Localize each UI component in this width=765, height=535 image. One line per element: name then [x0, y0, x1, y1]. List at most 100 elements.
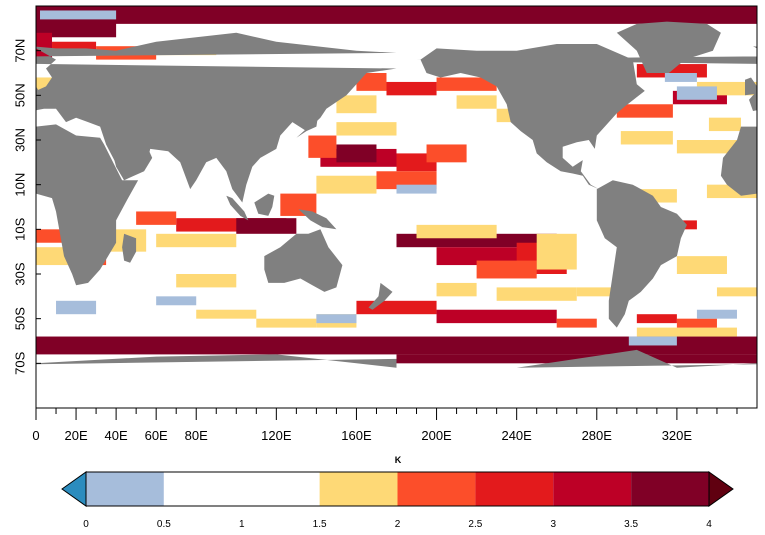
lon-label: 200E — [421, 428, 452, 443]
colorbar-bin — [163, 472, 242, 506]
anomaly-cell — [436, 309, 557, 324]
map-panel: 70N 50N 30N 10N 10S 30S 50S 70S 0 20E 40E 60E 80E 12… — [12, 5, 758, 443]
landmass-arabia-ext — [108, 135, 153, 181]
anomaly-cell — [620, 131, 673, 145]
anomaly-cell — [696, 309, 737, 319]
latitude-ticks: 70N 50N 30N 10N 10S 30S 50S 70S — [12, 39, 41, 375]
anomaly-cell — [476, 260, 537, 279]
lon-label: 20E — [64, 428, 87, 443]
anomaly-cell — [280, 193, 317, 216]
anomaly-cell — [316, 175, 377, 194]
landmass-greenland — [616, 21, 721, 74]
colorbar-low-arrow — [61, 471, 87, 507]
landmass-antarctica — [516, 349, 757, 368]
lat-label: 30S — [12, 262, 27, 285]
anomaly-cell — [628, 336, 677, 346]
landmass-sa — [596, 180, 687, 328]
anomaly-cell — [316, 314, 357, 324]
landmass-africa — [36, 124, 139, 286]
anomaly-cell — [676, 256, 727, 274]
anomaly-cell — [396, 184, 437, 194]
lat-label: 30N — [12, 128, 27, 152]
colorbar: K 0 0.5 1 1.5 2 2.5 3 3.5 4 — [61, 455, 734, 530]
anomaly-cell — [708, 117, 741, 132]
anomaly-cell — [496, 287, 577, 301]
colorbar-tick-label: 3.5 — [624, 519, 638, 530]
lon-label: 280E — [582, 428, 613, 443]
anomaly-cell — [676, 86, 717, 100]
colorbar-tick-label: 2.5 — [468, 519, 482, 530]
landmass-antarctica — [36, 354, 397, 408]
anomaly-cell — [136, 211, 177, 225]
lat-label: 10S — [12, 217, 27, 240]
anomaly-cell — [36, 6, 757, 24]
anomaly-cell — [336, 122, 397, 136]
colorbar-tick-label: 0 — [83, 519, 89, 530]
lat-label: 10N — [12, 173, 27, 197]
anomaly-cell — [576, 287, 617, 297]
colorbar-bin — [319, 472, 398, 506]
colorbar-bins — [61, 471, 734, 507]
landmass-sumatra — [226, 195, 249, 221]
colorbar-bin — [397, 472, 476, 506]
landmass-japan — [296, 106, 325, 138]
land-layer — [36, 21, 757, 408]
anomaly-cell — [436, 77, 497, 91]
anomaly-cell — [156, 233, 237, 248]
colorbar-tick-labels: 0 0.5 1 1.5 2 2.5 3 3.5 4 — [83, 519, 712, 530]
colorbar-tick-label: 4 — [706, 519, 712, 530]
anomaly-cell — [636, 314, 677, 324]
colorbar-tick-label: 0.5 — [157, 519, 171, 530]
colorbar-bin — [553, 472, 632, 506]
anomaly-cell — [676, 140, 737, 154]
anomaly-cell — [416, 224, 497, 239]
colorbar-bin — [475, 472, 554, 506]
anomaly-cell — [386, 81, 437, 96]
anomaly-cell — [376, 171, 437, 190]
lon-label: 40E — [105, 428, 128, 443]
anomaly-cell — [636, 327, 737, 337]
anomaly-cell — [336, 95, 377, 114]
anomaly-cell — [308, 135, 337, 158]
colorbar-tick-label: 2 — [395, 519, 401, 530]
lon-label: 160E — [341, 428, 372, 443]
landmass-borneo — [254, 193, 275, 216]
anomaly-cell — [40, 10, 117, 20]
anomaly-cell — [256, 318, 317, 328]
anomaly-cell — [36, 336, 757, 355]
landmass-na — [420, 44, 645, 190]
lon-label: 120E — [261, 428, 292, 443]
landmass-uk — [745, 77, 757, 96]
colorbar-bin — [241, 472, 320, 506]
anomaly-cell — [236, 218, 297, 234]
colorbar-unit-label: K — [395, 455, 402, 465]
lon-label: 60E — [145, 428, 168, 443]
landmass-australia — [264, 229, 343, 292]
lon-label: 240E — [501, 428, 532, 443]
lat-label: 50N — [12, 83, 27, 107]
anomaly-cell — [426, 144, 467, 163]
landmass-madagascar — [122, 233, 137, 263]
lon-label: 0 — [32, 428, 39, 443]
anomaly-cell — [356, 300, 437, 315]
lon-label: 320E — [662, 428, 693, 443]
anomaly-cell — [196, 309, 257, 319]
colorbar-high-arrow — [708, 471, 734, 507]
colorbar-tick-label: 3 — [550, 519, 556, 530]
anomaly-cell — [664, 73, 697, 82]
anomaly-cell — [556, 318, 597, 328]
lon-label: 80E — [185, 428, 208, 443]
colorbar-bin — [86, 472, 164, 506]
landmass-africa — [720, 126, 757, 196]
landmass-nz — [368, 282, 393, 310]
landmass-uk — [36, 86, 40, 94]
lat-label: 70S — [12, 351, 27, 374]
lat-label: 70N — [12, 39, 27, 63]
anomaly-cell — [56, 300, 97, 315]
anomaly-cell — [356, 73, 387, 91]
anomaly-cell — [536, 233, 577, 270]
colorbar-bin — [631, 472, 709, 506]
colorbar-tick-label: 1 — [239, 519, 245, 530]
